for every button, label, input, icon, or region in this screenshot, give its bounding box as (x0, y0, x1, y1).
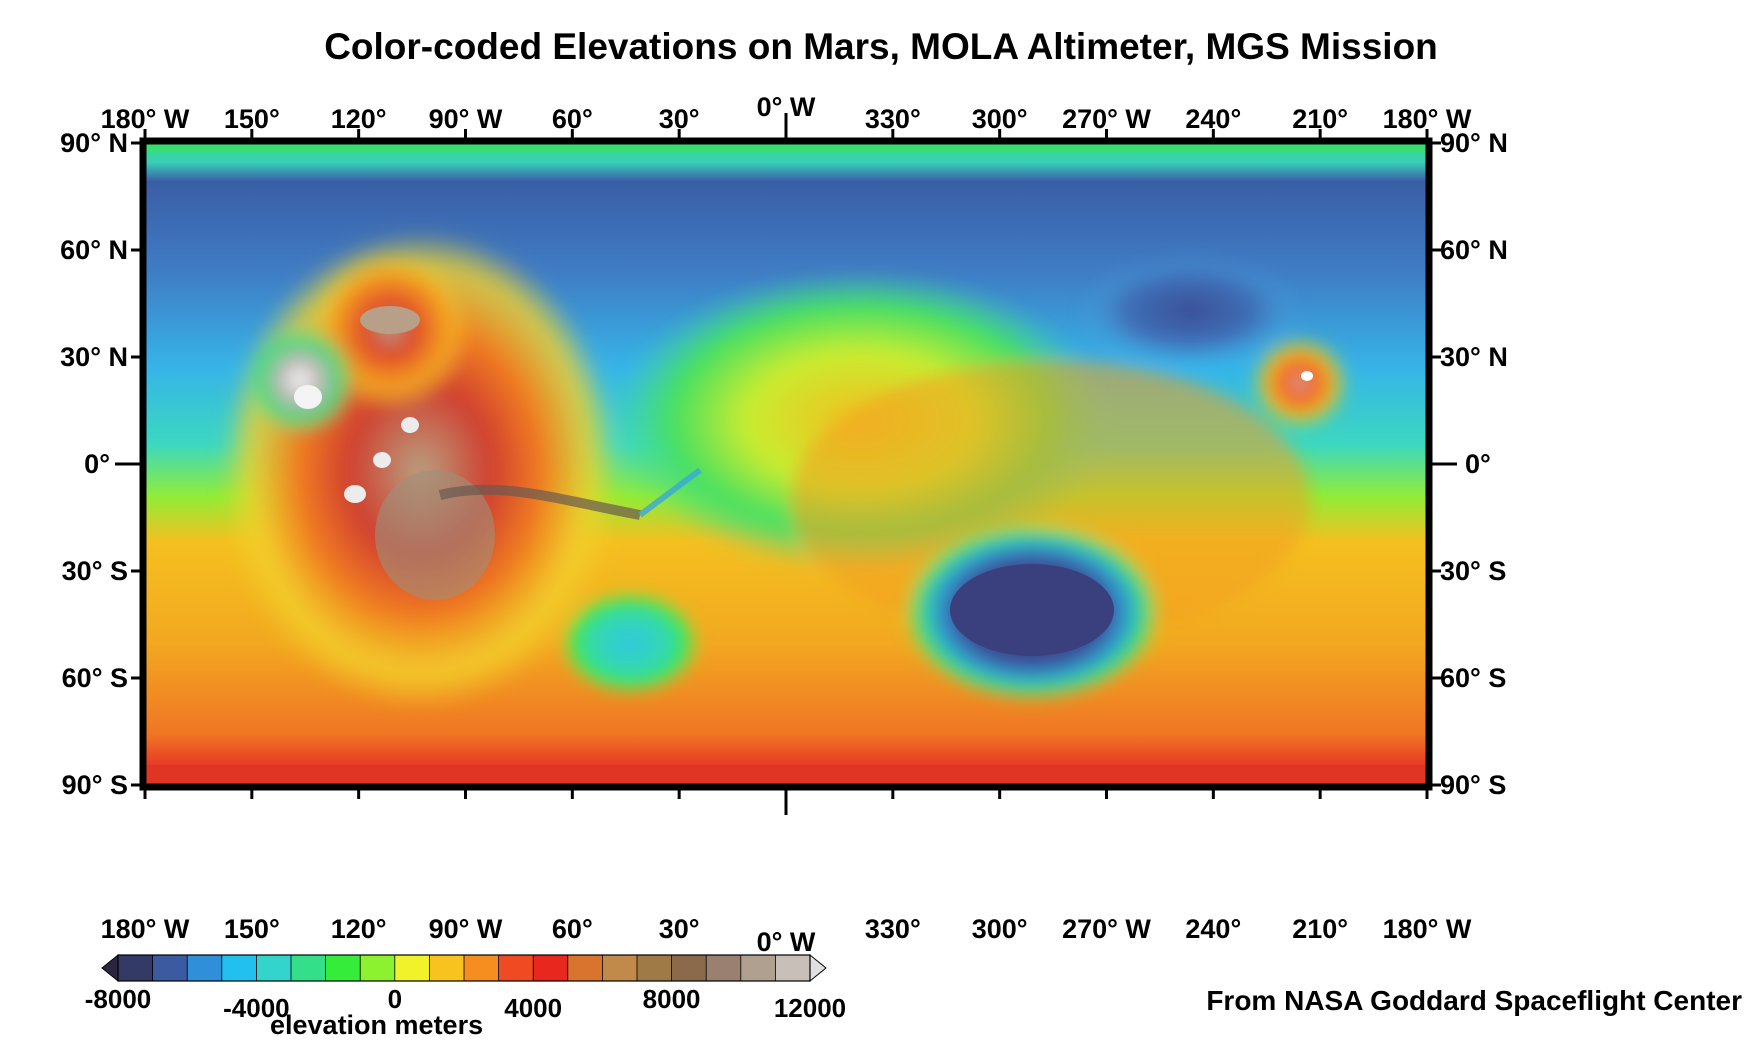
axis-ticks (115, 113, 1457, 815)
colorbar-swatch (360, 955, 396, 981)
syria-planum (375, 470, 495, 600)
colorbar-swatch (602, 955, 638, 981)
lat-label-right: 90° S (1440, 770, 1506, 800)
lon-label-top: 180° W (1383, 104, 1472, 134)
colorbar-swatch (152, 955, 188, 981)
colorbar-swatch (394, 955, 430, 981)
elysium-mons (1250, 335, 1350, 431)
lon-label-top: 60° (552, 104, 593, 134)
colorbar-swatch (464, 955, 500, 981)
lon-label-bottom: 30° (659, 914, 700, 944)
ascraeus-mons (401, 417, 419, 433)
lat-label-right: 30° N (1440, 342, 1508, 372)
arsia-mons (344, 485, 366, 503)
lon-label-top: 150° (224, 104, 280, 134)
colorbar-swatch (187, 955, 223, 981)
lon-label-bottom: 330° (865, 914, 921, 944)
lon-label-bottom: 300° (972, 914, 1028, 944)
lat-label-left: 30° N (60, 342, 128, 372)
south-polar-region (145, 765, 1427, 785)
alba-caldera (360, 306, 420, 334)
colorbar-outline (117, 954, 811, 982)
argyre-basin (560, 591, 700, 695)
lon-label-bottom: 90° W (429, 914, 503, 944)
colorbar-tick-label: 8000 (643, 984, 701, 1014)
lon-label-bottom: 150° (224, 914, 280, 944)
colorbar-min-arrow (101, 953, 119, 983)
utopia-planitia (1080, 255, 1300, 365)
colorbar-tick-label: 12000 (774, 993, 846, 1023)
north-polar-cap (145, 143, 1427, 151)
colorbar-max-arrow (809, 953, 827, 983)
colorbar-swatch (429, 955, 465, 981)
lat-label-left: 90° N (60, 128, 128, 158)
lon-label-top: 240° (1185, 104, 1241, 134)
lat-label-left: 60° N (60, 235, 128, 265)
lon-label-top: 90° W (429, 104, 503, 134)
axis-tick-labels: 180° W 180° W 150° 150° 120° 120° 90° W 90° W 60… (60, 92, 1508, 957)
lon-label-top: 0° W (757, 92, 816, 122)
valles-marineris (438, 484, 641, 520)
colorbar-swatch (706, 955, 742, 981)
colorbar-swatch (498, 955, 534, 981)
lon-label-bottom: 240° (1185, 914, 1241, 944)
elysium-summit (1301, 371, 1313, 381)
olympus-summit (294, 385, 322, 409)
colorbar-tick-label: -8000 (85, 984, 152, 1014)
lon-label-bottom: 270° W (1062, 914, 1151, 944)
lat-label-right: 60° N (1440, 235, 1508, 265)
colorbar-swatch (325, 955, 361, 981)
colorbar-tick-label: 0 (388, 984, 402, 1014)
lat-label-left: 0° (84, 449, 110, 479)
colorbar-swatch (671, 955, 707, 981)
lon-label-top: 300° (972, 104, 1028, 134)
lon-label-bottom: 0° W (757, 927, 816, 957)
page-title: Color-coded Elevations on Mars, MOLA Alt… (324, 26, 1438, 67)
lat-label-left: 60° S (62, 663, 128, 693)
lon-label-top: 330° (865, 104, 921, 134)
lat-label-right: 90° N (1440, 128, 1508, 158)
lon-label-bottom: 120° (331, 914, 387, 944)
olympus-mons (245, 325, 355, 435)
colorbar-tick-label: -4000 (223, 993, 290, 1023)
hellas-floor (950, 564, 1114, 656)
colorbar-swatch (256, 955, 292, 981)
lat-label-left: 90° S (62, 770, 128, 800)
lon-label-bottom: 180° W (101, 914, 190, 944)
colorbar: -8000 -4000 0 4000 8000 12000 (85, 953, 846, 1023)
lon-label-top: 120° (331, 104, 387, 134)
colorbar-swatch (740, 955, 776, 981)
lon-label-bottom: 60° (552, 914, 593, 944)
colorbar-swatch (221, 955, 257, 981)
colorbar-tick-label: 4000 (504, 993, 562, 1023)
colorbar-swatch (291, 955, 327, 981)
lat-label-right: 60° S (1440, 663, 1506, 693)
pavonis-mons (373, 452, 391, 468)
lon-label-bottom: 210° (1292, 914, 1348, 944)
lat-label-left: 30° S (62, 556, 128, 586)
lat-label-right: 30° S (1440, 556, 1506, 586)
colorbar-swatch (118, 955, 154, 981)
lat-label-right: 0° (1465, 449, 1491, 479)
lon-label-top: 180° W (101, 104, 190, 134)
outflow-channels (638, 467, 702, 518)
colorbar-swatch (567, 955, 603, 981)
lon-label-top: 270° W (1062, 104, 1151, 134)
credit-text: From NASA Goddard Spaceflight Center (1206, 985, 1742, 1016)
colorbar-swatch (775, 955, 811, 981)
lon-label-bottom: 180° W (1383, 914, 1472, 944)
colorbar-swatch (637, 955, 673, 981)
lon-label-top: 30° (659, 104, 700, 134)
colorbar-caption: elevation meters (270, 1010, 484, 1040)
lon-label-top: 210° (1292, 104, 1348, 134)
colorbar-swatch (533, 955, 569, 981)
